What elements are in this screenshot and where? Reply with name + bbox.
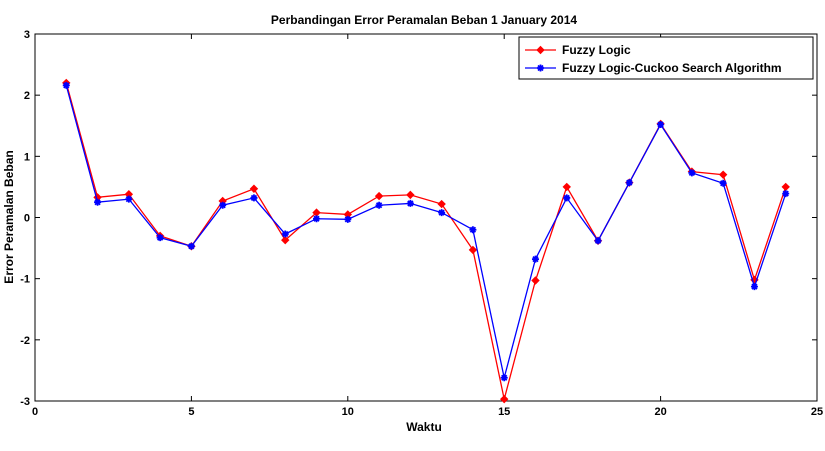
legend: Fuzzy Logic Fuzzy Logic-Cuckoo Search Alg… <box>518 36 814 80</box>
data-point <box>374 191 384 201</box>
data-point <box>344 215 352 223</box>
data-point <box>594 237 602 245</box>
data-point <box>249 184 259 193</box>
x-tick-label: 25 <box>811 406 823 418</box>
y-tick-label: 1 <box>24 151 30 163</box>
data-point <box>688 169 696 177</box>
x-tick-label: 10 <box>342 406 354 418</box>
data-point <box>219 201 227 209</box>
data-point <box>156 234 164 242</box>
data-point <box>281 230 289 238</box>
x-tick-label: 20 <box>654 406 666 418</box>
data-point <box>469 226 477 234</box>
legend-entry-label: Fuzzy Logic-Cuckoo Search Algorithm <box>562 61 782 75</box>
y-tick-label: 2 <box>24 90 30 102</box>
x-tick-label: 15 <box>498 406 510 418</box>
y-tick-label: 0 <box>24 213 30 225</box>
data-point <box>281 235 290 245</box>
data-point <box>437 199 446 209</box>
data-point <box>62 81 70 89</box>
y-tick-label: -2 <box>20 335 30 347</box>
data-point <box>94 198 102 206</box>
y-tick-label: -1 <box>20 274 30 286</box>
data-point <box>375 201 383 209</box>
x-tick-label: 0 <box>32 406 38 418</box>
data-point <box>500 374 508 382</box>
data-point <box>625 179 633 187</box>
data-point <box>125 195 133 203</box>
chart-title: Perbandingan Error Peramalan Beban 1 Jan… <box>271 13 577 27</box>
data-point <box>563 194 571 202</box>
y-axis-label: Error Peramalan Beban <box>2 150 16 283</box>
data-point <box>406 199 414 207</box>
data-point <box>657 121 665 129</box>
legend-swatch-marker <box>536 45 545 55</box>
data-point <box>187 242 195 250</box>
legend-entry-label: Fuzzy Logic <box>562 43 631 57</box>
data-point <box>531 276 540 285</box>
data-point <box>562 182 571 192</box>
data-point <box>782 190 790 198</box>
y-axis-ticks: 3 2 1 0 -1 -2 -3 <box>20 29 817 408</box>
legend-items: Fuzzy Logic Fuzzy Logic-Cuckoo Search Alg… <box>525 43 782 75</box>
data-point <box>250 194 258 202</box>
x-axis-label: Waktu <box>406 420 442 434</box>
plot-area <box>34 33 818 402</box>
legend-swatch-marker <box>537 64 544 72</box>
series-line <box>65 85 787 378</box>
data-point <box>750 283 758 291</box>
data-point <box>719 179 727 187</box>
data-point <box>313 215 321 223</box>
y-tick-label: 3 <box>24 29 30 41</box>
x-tick-label: 5 <box>188 406 194 418</box>
y-tick-label: -3 <box>20 396 30 408</box>
data-point <box>406 190 415 200</box>
data-point <box>499 394 509 404</box>
data-point <box>718 170 728 179</box>
series-fuzzy-logic-cuckoo <box>62 81 790 382</box>
series-layer <box>62 78 790 404</box>
data-point <box>531 255 539 263</box>
data-point <box>468 245 478 255</box>
data-point <box>438 209 446 217</box>
legend-box <box>518 36 814 80</box>
